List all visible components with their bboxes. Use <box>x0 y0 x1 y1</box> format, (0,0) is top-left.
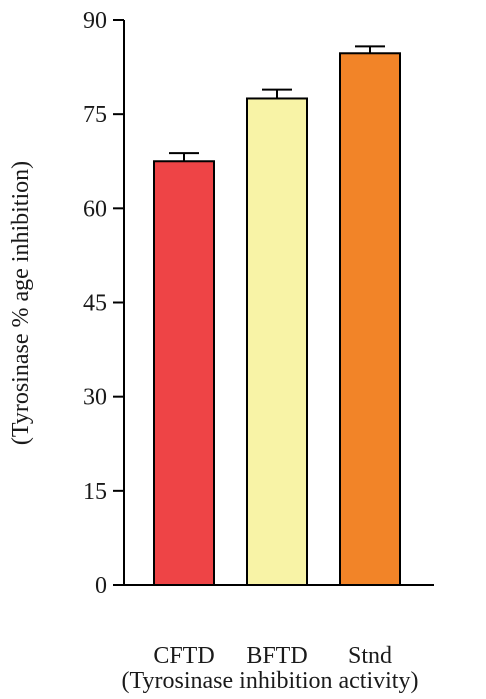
bar-stnd <box>339 52 401 587</box>
y-tick-label: 75 <box>83 102 107 128</box>
y-tick-label: 15 <box>83 479 107 505</box>
x-tick-label-stnd: Stnd <box>348 643 392 669</box>
y-tick-label: 0 <box>95 573 107 599</box>
y-tick-label: 60 <box>83 196 107 222</box>
y-tick-label: 30 <box>83 385 107 411</box>
x-axis-title: (Tyrosinase inhibition activity) <box>122 668 419 694</box>
y-tick-label: 90 <box>83 8 107 34</box>
bar-bftd <box>246 97 308 586</box>
y-tick-label: 45 <box>83 291 107 317</box>
y-axis-title: (Tyrosinase % age inhibition) <box>8 161 34 445</box>
x-tick-label-cftd: CFTD <box>153 643 214 669</box>
y-axis-ticks: 0 15 30 45 60 75 90 <box>83 8 124 599</box>
bar-cftd <box>153 160 215 586</box>
x-tick-label-bftd: BFTD <box>246 643 307 669</box>
bars-group <box>153 45 401 587</box>
x-axis-labels: CFTD BFTD Stnd <box>153 643 392 669</box>
